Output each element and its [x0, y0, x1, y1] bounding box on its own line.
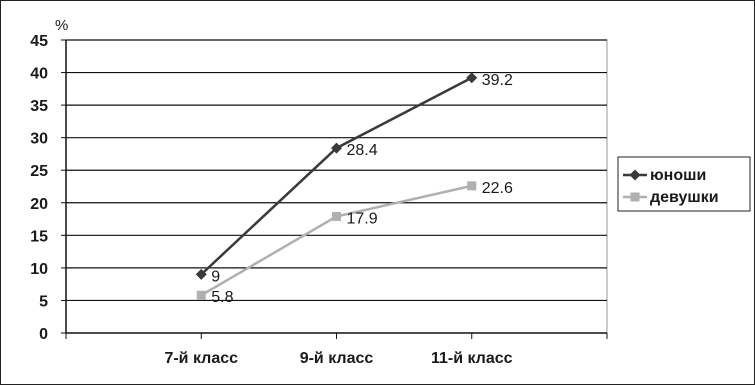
x-tick-label: 9-й класс: [300, 350, 374, 367]
data-label: 17.9: [347, 210, 378, 227]
legend-marker: [630, 192, 640, 202]
y-tick-label: 35: [30, 98, 48, 115]
series-boys: 9 28.4 39.2: [195, 72, 513, 285]
x-tick-label: 7-й класс: [164, 350, 238, 367]
data-point: [196, 290, 206, 300]
data-label: 9: [211, 268, 220, 285]
legend-box: [617, 156, 751, 212]
y-tick-label: 40: [30, 66, 48, 83]
y-tick-label: 10: [30, 261, 48, 278]
data-label: 5.8: [211, 289, 233, 306]
series-girls: 5.8 17.9 22.6: [196, 180, 513, 306]
y-tick-label: 20: [30, 196, 48, 213]
x-tick-label: 11-й класс: [431, 350, 513, 367]
y-tick-label: 15: [30, 228, 48, 245]
legend-label: девушки: [650, 189, 719, 206]
legend-label: юноши: [650, 167, 706, 184]
legend-marker: [629, 169, 641, 181]
data-point: [466, 72, 478, 84]
plot-area: [65, 39, 608, 334]
y-axis-unit: %: [55, 17, 68, 34]
data-point: [467, 181, 477, 191]
y-tick-label: 45: [30, 33, 48, 50]
y-tick-label: 30: [30, 131, 48, 148]
legend-item-girls: девушки: [623, 189, 719, 206]
y-tick-label: 0: [39, 326, 48, 343]
data-point: [332, 211, 341, 221]
data-label: 22.6: [482, 180, 513, 197]
legend: юноши девушки: [617, 156, 751, 212]
data-label: 39.2: [482, 72, 513, 89]
data-point: [195, 268, 207, 280]
data-point: [331, 142, 342, 154]
legend-item-boys: юноши: [623, 167, 706, 184]
y-tick-label: 25: [30, 163, 48, 180]
y-tick-label: 5: [39, 293, 48, 310]
data-label: 28.4: [347, 142, 378, 159]
